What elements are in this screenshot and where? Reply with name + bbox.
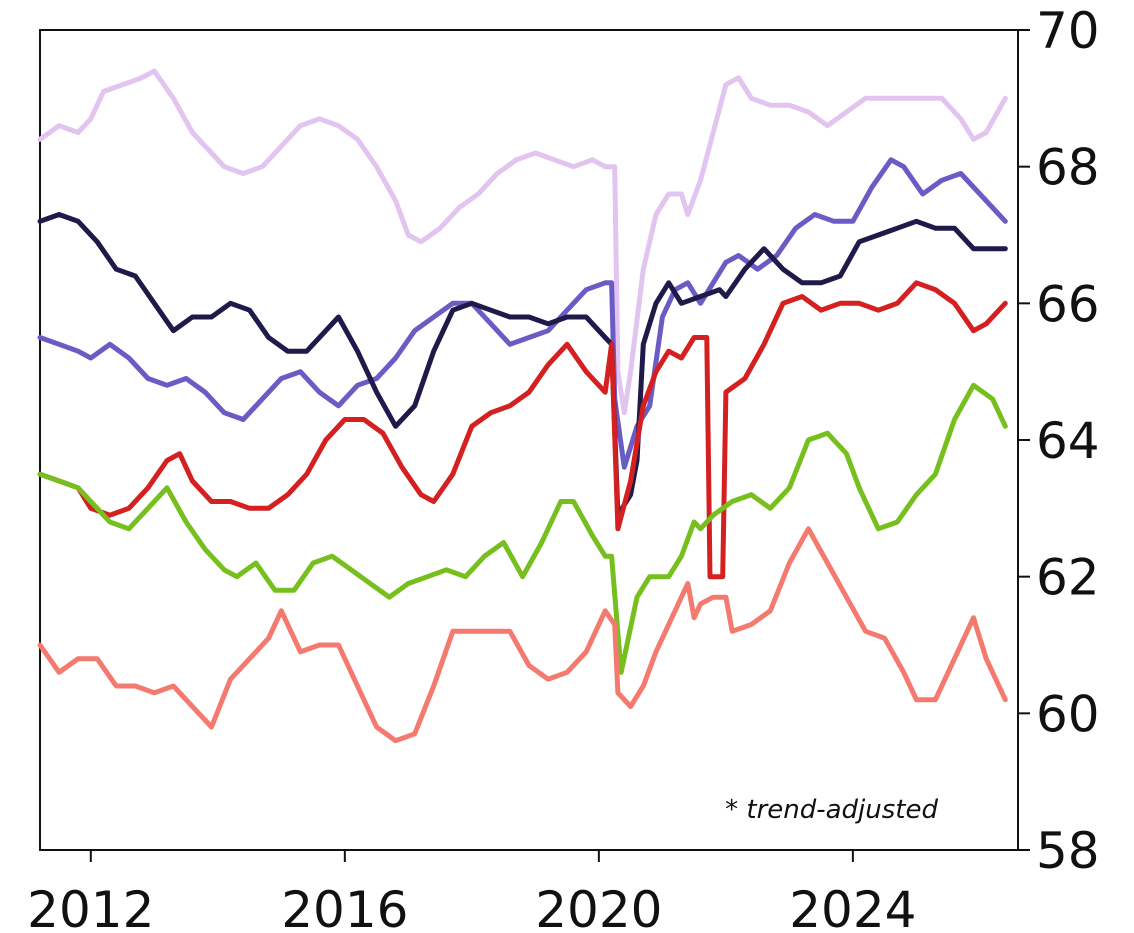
y-tick-label: 60 [1036,685,1100,743]
trend-adjusted-note: * trend-adjusted [725,795,938,825]
series-line-6 [37,526,1008,744]
series-line-1 [37,68,1008,416]
x-tick-label: 2016 [281,881,408,933]
series-line-5 [37,382,1008,675]
series-line-3 [37,212,1008,518]
x-tick-label: 2012 [27,881,154,933]
y-tick-label: 62 [1036,549,1100,607]
y-tick-label: 64 [1036,412,1100,470]
series-layer [37,68,1008,744]
y-tick-label: 58 [1036,822,1100,880]
y-tick-label: 70 [1036,2,1100,60]
series-line-2 [37,157,1008,470]
y-tick-label: 68 [1036,139,1100,197]
y-axis: 58 60 62 64 66 68 70 [1018,2,1100,880]
x-tick-label: 2024 [789,881,916,933]
x-tick-label: 2020 [535,881,662,933]
series-line-4 [37,280,1008,580]
x-axis: 2012 2016 2020 2024 [27,850,917,933]
y-tick-label: 66 [1036,275,1100,333]
